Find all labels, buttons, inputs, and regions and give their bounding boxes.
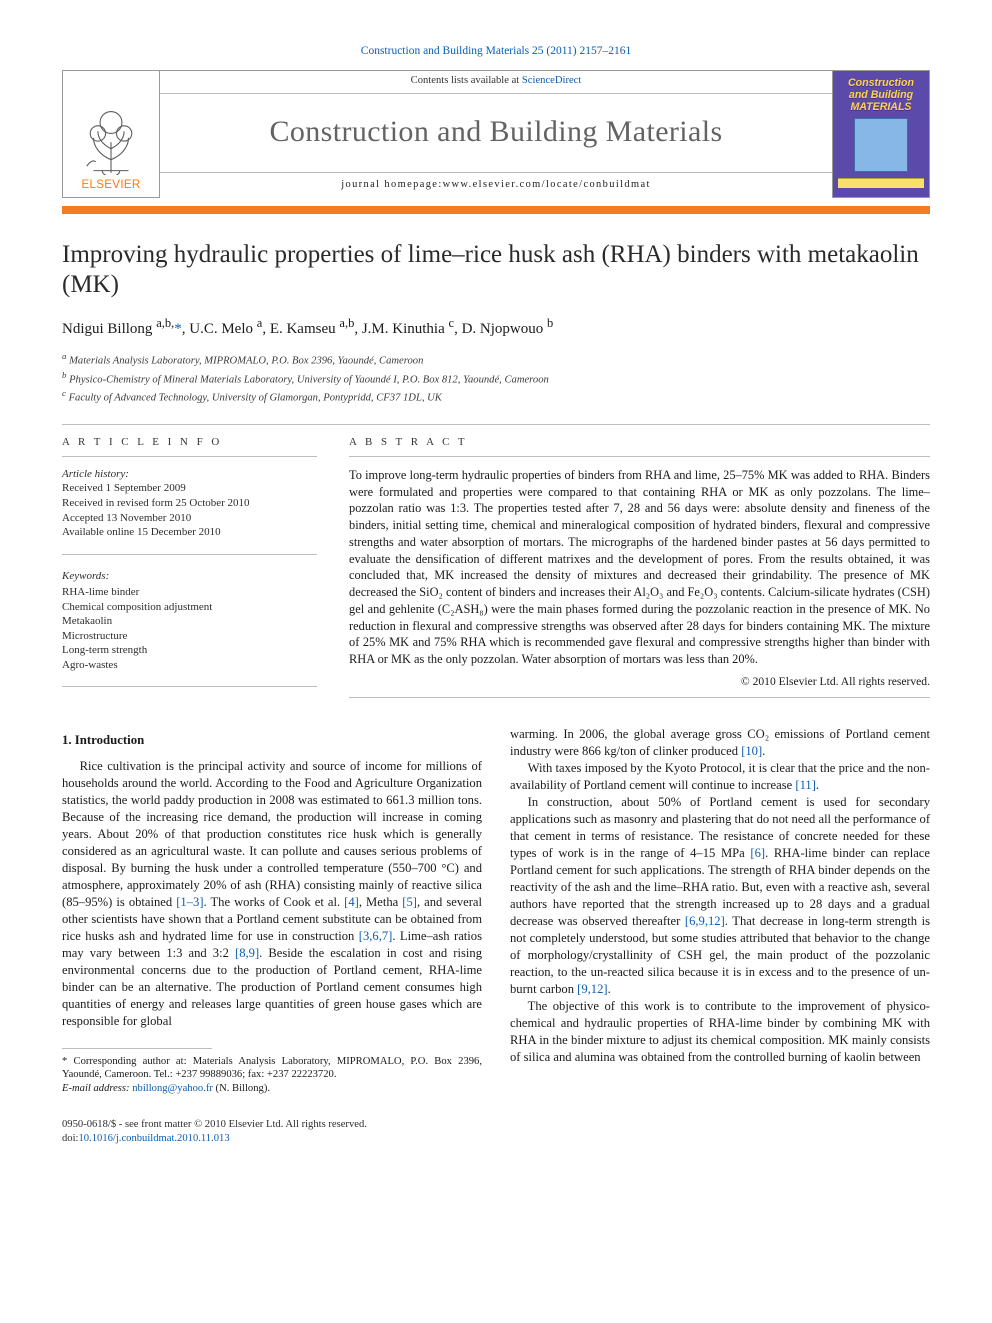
elsevier-wordmark: ELSEVIER xyxy=(81,177,140,193)
ref-link[interactable]: [5] xyxy=(402,895,417,909)
ref-link[interactable]: [9,12] xyxy=(577,982,607,996)
ref-link[interactable]: [11] xyxy=(795,778,816,792)
corresponding-footnote: * Corresponding author at: Materials Ana… xyxy=(62,1055,482,1083)
ref-link[interactable]: [6] xyxy=(750,846,765,860)
doi-link[interactable]: 10.1016/j.conbuildmat.2010.11.013 xyxy=(78,1133,229,1144)
affil-marker: a,b xyxy=(339,316,354,330)
journal-cover-thumbnail: Construction and Building MATERIALS xyxy=(832,70,930,198)
ref-link[interactable]: [3,6,7] xyxy=(359,929,393,943)
sciencedirect-link[interactable]: ScienceDirect xyxy=(522,74,581,88)
journal-homepage-line: journal homepage: www.elsevier.com/locat… xyxy=(62,172,930,198)
header-citation: Construction and Building Materials 25 (… xyxy=(62,44,930,60)
affil-marker: c xyxy=(449,316,455,330)
front-matter-line: 0950-0618/$ - see front matter © 2010 El… xyxy=(62,1118,930,1132)
ref-link[interactable]: [6,9,12] xyxy=(685,914,725,928)
author: Ndigui Billong xyxy=(62,321,152,337)
author: U.C. Melo xyxy=(189,321,253,337)
ref-link[interactable]: [8,9] xyxy=(235,946,259,960)
citation-link[interactable]: Construction and Building Materials 25 (… xyxy=(361,45,631,57)
orange-divider xyxy=(62,206,930,214)
abstract-copyright: © 2010 Elsevier Ltd. All rights reserved… xyxy=(349,674,930,690)
section-rule xyxy=(62,686,317,687)
paragraph: Rice cultivation is the principal activi… xyxy=(62,758,482,1030)
article-body: 1. Introduction Rice cultivation is the … xyxy=(62,726,930,1096)
cover-title-line: Construction xyxy=(838,77,924,89)
section-rule xyxy=(62,456,317,457)
keyword: RHA-lime binder xyxy=(62,585,317,600)
affiliation: b Physico-Chemistry of Mineral Materials… xyxy=(62,370,930,388)
history-item: Accepted 13 November 2010 xyxy=(62,511,317,526)
history-heading: Article history: xyxy=(62,467,317,482)
section-heading: 1. Introduction xyxy=(62,732,482,749)
cover-title-line: and Building xyxy=(838,89,924,101)
contents-list-line: Contents lists available at ScienceDirec… xyxy=(62,70,930,94)
abstract-text: To improve long-term hydraulic propertie… xyxy=(349,467,930,668)
article-history: Article history: Received 1 September 20… xyxy=(62,467,317,540)
affil-marker: a xyxy=(257,316,263,330)
keyword: Long-term strength xyxy=(62,643,317,658)
doi-label: doi: xyxy=(62,1133,78,1144)
ref-link[interactable]: [10] xyxy=(741,744,762,758)
paragraph: warming. In 2006, the global average gro… xyxy=(510,726,930,760)
paragraph: With taxes imposed by the Kyoto Protocol… xyxy=(510,760,930,794)
history-item: Received 1 September 2009 xyxy=(62,481,317,496)
section-rule xyxy=(62,424,930,425)
affiliations: a a Materials Analysis Laboratory, MIPRO… xyxy=(62,351,930,406)
homepage-label: journal homepage: xyxy=(341,178,442,192)
ref-link[interactable]: [1–3] xyxy=(176,895,203,909)
email-footnote: E-mail address: nbillong@yahoo.fr (N. Bi… xyxy=(62,1082,482,1096)
affiliation: a a Materials Analysis Laboratory, MIPRO… xyxy=(62,351,930,369)
footnotes: * Corresponding author at: Materials Ana… xyxy=(62,1055,482,1096)
keyword: Chemical composition adjustment xyxy=(62,600,317,615)
author: E. Kamseu xyxy=(270,321,336,337)
ref-link[interactable]: [4] xyxy=(344,895,359,909)
contents-list-label: Contents lists available at xyxy=(411,74,520,88)
cover-title-line: MATERIALS xyxy=(838,101,924,113)
article-title: Improving hydraulic properties of lime–r… xyxy=(62,240,930,301)
author-list: Ndigui Billong a,b,*, U.C. Melo a, E. Ka… xyxy=(62,315,930,339)
journal-name: Construction and Building Materials xyxy=(269,112,722,153)
email-link[interactable]: nbillong@yahoo.fr xyxy=(132,1083,213,1094)
keywords-list: RHA-lime binder Chemical composition adj… xyxy=(62,585,317,672)
author: J.M. Kinuthia xyxy=(362,321,445,337)
abstract-heading: A B S T R A C T xyxy=(349,435,930,450)
article-info-heading: A R T I C L E I N F O xyxy=(62,435,317,450)
keywords-heading: Keywords: xyxy=(62,569,317,584)
keyword: Metakaolin xyxy=(62,614,317,629)
cover-bottom-strip xyxy=(838,178,924,188)
elsevier-tree-icon xyxy=(78,105,144,175)
page-footer: 0950-0618/$ - see front matter © 2010 El… xyxy=(62,1118,930,1147)
journal-masthead: Contents lists available at ScienceDirec… xyxy=(62,70,930,198)
affiliation: c Faculty of Advanced Technology, Univer… xyxy=(62,388,930,406)
history-item: Available online 15 December 2010 xyxy=(62,525,317,540)
affil-marker: a,b, xyxy=(156,316,174,330)
keyword: Agro-wastes xyxy=(62,658,317,673)
cover-inner-card xyxy=(854,118,908,172)
paragraph: In construction, about 50% of Portland c… xyxy=(510,794,930,998)
homepage-url: www.elsevier.com/locate/conbuildmat xyxy=(443,178,651,192)
footnote-rule xyxy=(62,1048,212,1049)
corresponding-marker-link[interactable]: * xyxy=(174,321,182,337)
section-rule xyxy=(62,554,317,555)
history-item: Received in revised form 25 October 2010 xyxy=(62,496,317,511)
affil-marker: b xyxy=(547,316,553,330)
keyword: Microstructure xyxy=(62,629,317,644)
section-rule xyxy=(349,697,930,698)
section-rule xyxy=(349,456,930,457)
paragraph: The objective of this work is to contrib… xyxy=(510,998,930,1066)
elsevier-logo: ELSEVIER xyxy=(62,70,160,198)
author: D. Njopwouo xyxy=(462,321,544,337)
